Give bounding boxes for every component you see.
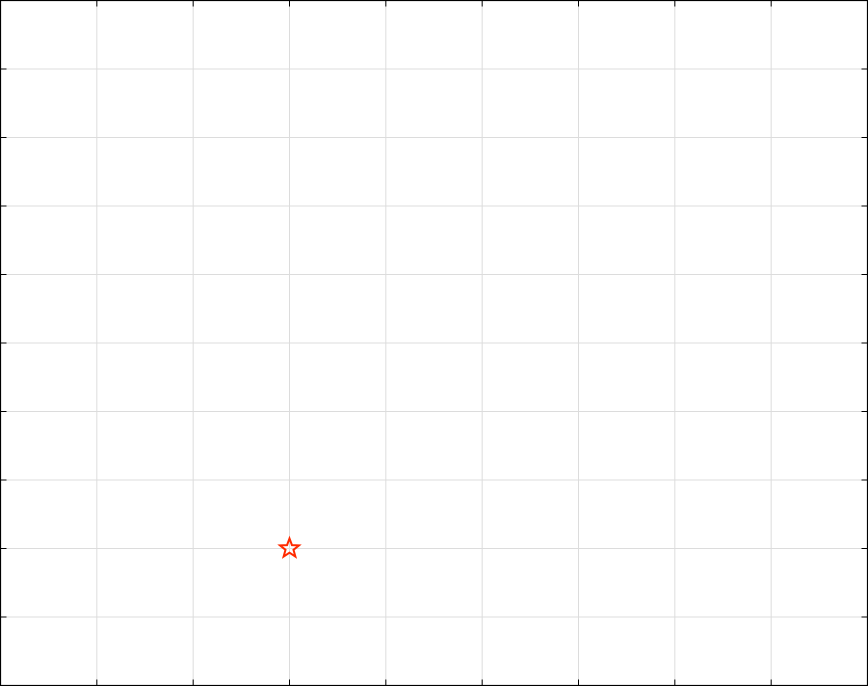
star-marker-point	[277, 535, 302, 559]
data-points	[277, 535, 302, 559]
